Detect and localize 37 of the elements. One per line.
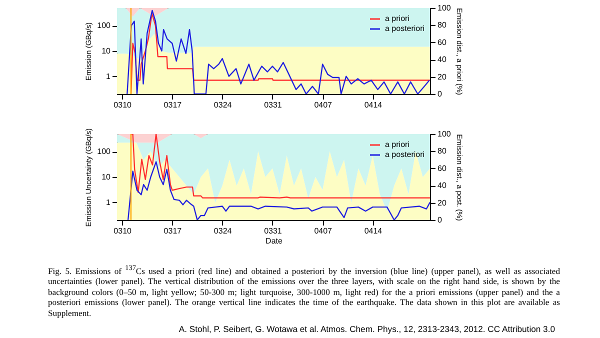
legend-label: a priori xyxy=(385,14,410,23)
y2-tick-label: 80 xyxy=(438,20,447,30)
y2-tick-label: 20 xyxy=(438,72,447,82)
text: A. Stohl, P. Seibert, G. Wotawa et al. Atmos. Chem. Phys., 12, 2313-2343, 2012. CC Attribution 3.0 xyxy=(178,324,555,334)
y2-tick-label: 80 xyxy=(438,146,447,156)
legend-label: a priori xyxy=(385,140,410,149)
x-tick-label: 0310 xyxy=(114,100,132,110)
x-tick-label: 0407 xyxy=(314,100,333,110)
x-axis-title: Date xyxy=(266,236,283,246)
y-tick-label: 1 xyxy=(106,198,112,207)
y-tick-label: 10 xyxy=(102,46,112,56)
y-tick-label: 10 xyxy=(102,172,112,182)
x-tick-label: 0324 xyxy=(214,226,232,236)
legend-label: a posteriori xyxy=(385,150,425,159)
x-tick-label: 0414 xyxy=(364,100,383,110)
y2-tick-label: 40 xyxy=(438,181,447,190)
y2-tick-label: 20 xyxy=(438,198,447,208)
y2-tick-label: 100 xyxy=(438,130,452,138)
y2-tick-label: 0 xyxy=(438,90,442,98)
x-tick-label: 0324 xyxy=(214,100,232,110)
y2-tick-label: 0 xyxy=(438,216,442,224)
x-tick-label: 0414 xyxy=(364,226,383,236)
y-tick-label: 1 xyxy=(106,72,112,81)
x-tick-label: 0310 xyxy=(114,226,132,236)
x-tick-label: 0331 xyxy=(264,100,282,110)
y2-tick-label: 100 xyxy=(438,4,452,12)
x-tick-label: 0317 xyxy=(164,100,182,110)
y-tick-label: 100 xyxy=(97,147,112,156)
legend-label: a posteriori xyxy=(385,24,425,33)
x-tick-label: 0317 xyxy=(164,226,182,236)
caption: Fig. 5. Emissions of $^{137}$Cs used a priori (red line) and obtained a posteriori by the inversion (blue line) (upper panel), as well as associated uncertainties (lower panel). The vertical distribution of the emissions over the three layers, with scale on the right hand side, is shown by the background colors (0–50 m, light yellow; 50-300 m; light turquoise, 300-1000 m, light red) for the a priori emissions (upper panel) and the a posteriori emissions (lower panel). The orange vertical line indicates the time of the earthquake. The data shown in this plot are available as Supplement. xyxy=(48,263,560,318)
y2-tick-label: 60 xyxy=(438,164,447,173)
y-tick-label: 100 xyxy=(97,21,112,30)
x-tick-label: 0331 xyxy=(264,226,282,236)
x-tick-label: 0407 xyxy=(314,226,333,236)
y2-tick-label: 40 xyxy=(438,55,447,64)
y2-tick-label: 60 xyxy=(438,38,447,47)
